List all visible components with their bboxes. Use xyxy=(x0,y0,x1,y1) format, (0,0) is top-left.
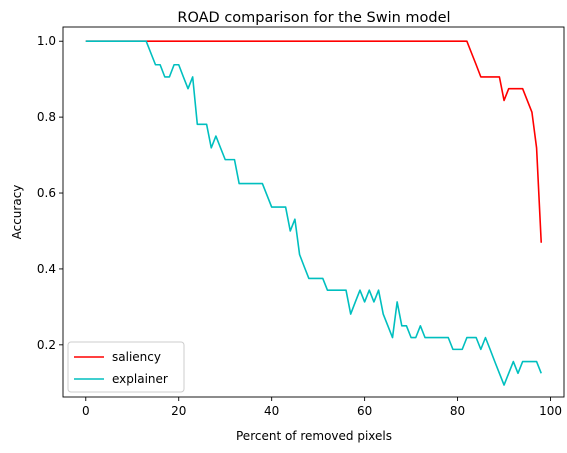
legend-label-saliency: saliency xyxy=(112,350,161,364)
chart-title: ROAD comparison for the Swin model xyxy=(177,10,450,26)
legend: saliency explainer xyxy=(67,341,185,393)
y-tick-label: 0.8 xyxy=(37,110,56,124)
y-tick-label: 1.0 xyxy=(37,34,56,48)
y-tick-label: 0.6 xyxy=(37,186,56,200)
x-axis-label: Percent of removed pixels xyxy=(236,429,392,443)
x-tick-label: 40 xyxy=(264,404,279,418)
axes-frame xyxy=(62,26,565,398)
y-axis-label: Accuracy xyxy=(10,185,24,240)
x-tick-label: 0 xyxy=(82,404,90,418)
x-tick-label: 80 xyxy=(450,404,465,418)
series-line-explainer xyxy=(85,40,542,386)
y-tick-label: 0.4 xyxy=(37,262,56,276)
x-tick-label: 20 xyxy=(171,404,186,418)
x-tick-label: 60 xyxy=(357,404,372,418)
y-axis: 0.2 0.4 0.6 0.8 1.0 xyxy=(37,34,63,352)
plot-area xyxy=(85,40,543,386)
x-tick-label: 100 xyxy=(539,404,562,418)
y-tick-label: 0.2 xyxy=(37,338,56,352)
legend-label-explainer: explainer xyxy=(112,372,168,386)
x-axis: 0 20 40 60 80 100 xyxy=(82,397,562,418)
series-line-saliency xyxy=(85,40,543,243)
